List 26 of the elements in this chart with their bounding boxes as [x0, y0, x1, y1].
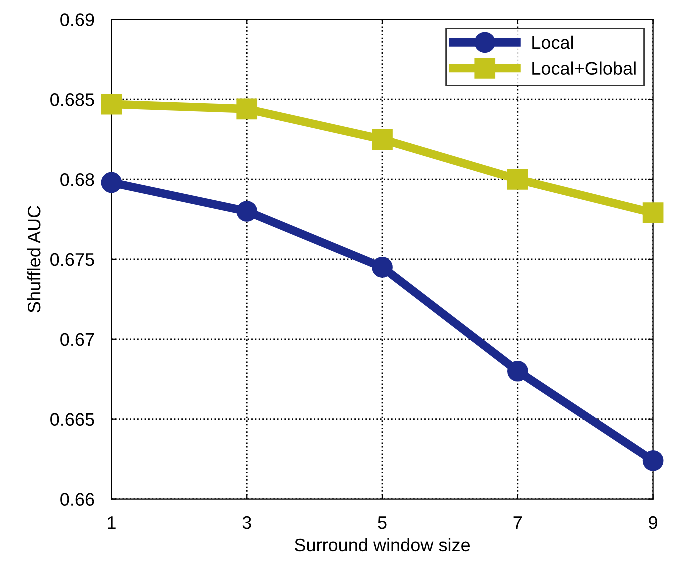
x-tick-label: 1 — [108, 516, 116, 530]
point — [372, 129, 393, 150]
point — [372, 257, 393, 278]
y-axis-title: Shuffled AUC — [27, 206, 41, 313]
point — [642, 202, 664, 224]
point — [101, 94, 122, 115]
y-tick-label: 0.66 — [60, 493, 94, 506]
y-tick-label: 0.685 — [50, 94, 94, 106]
x-axis-title: Surround window size — [295, 538, 470, 552]
point — [507, 360, 528, 382]
y-tick-label: 0.675 — [50, 253, 94, 266]
legend-label: Local — [532, 36, 574, 50]
y-tick-label: 0.68 — [60, 173, 94, 186]
point — [236, 98, 258, 120]
x-tick-label: 5 — [378, 516, 387, 530]
point — [101, 172, 122, 194]
point — [236, 201, 258, 222]
point — [507, 169, 528, 190]
y-tick-label: 0.69 — [60, 14, 94, 26]
point — [642, 450, 664, 472]
x-tick-label: 9 — [649, 516, 658, 530]
y-tick-label: 0.665 — [50, 413, 94, 426]
legend-label: Local+Global — [532, 62, 636, 76]
y-tick-label: 0.67 — [60, 333, 94, 346]
x-tick-label: 7 — [514, 516, 522, 530]
x-tick-label: 3 — [242, 516, 252, 530]
